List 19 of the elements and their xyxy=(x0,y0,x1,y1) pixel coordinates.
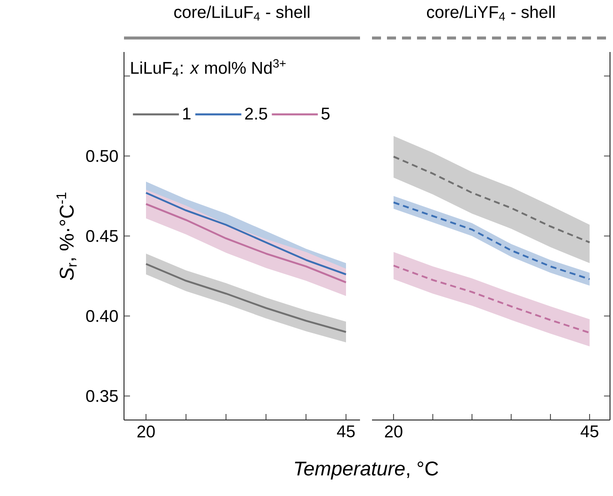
y-tick-label: 0.40 xyxy=(86,310,118,322)
y-tick-label: 0.45 xyxy=(86,230,118,242)
x-tick-label: 20 xyxy=(137,426,155,438)
chart-title: core/LiLuF$_{4}$ - shell xyxy=(174,6,310,20)
line-series xyxy=(145,263,347,333)
line-series xyxy=(145,192,347,276)
legend-label: 1 xyxy=(183,108,190,120)
x-axis-title: Temperature, °C xyxy=(294,462,438,480)
x-tick-label: 45 xyxy=(580,426,598,438)
legend-label: 2.5 xyxy=(245,108,268,120)
legend-title: LiLuF$_{4}$: x mol% Nd$^{3+}$ xyxy=(131,59,286,76)
line-series xyxy=(145,203,347,284)
x-tick-label: 20 xyxy=(385,426,402,438)
x-tick-label: 45 xyxy=(336,426,355,438)
y-tick-label: 0.35 xyxy=(86,390,118,402)
chart-title: core/LiYF$_{4}$ - shell xyxy=(427,6,555,20)
y-tick-label: 0.50 xyxy=(86,150,118,162)
y-axis-title: S$_{r}$, %·°C$^{-1}$ xyxy=(56,192,77,280)
legend-label: 5 xyxy=(321,108,330,120)
